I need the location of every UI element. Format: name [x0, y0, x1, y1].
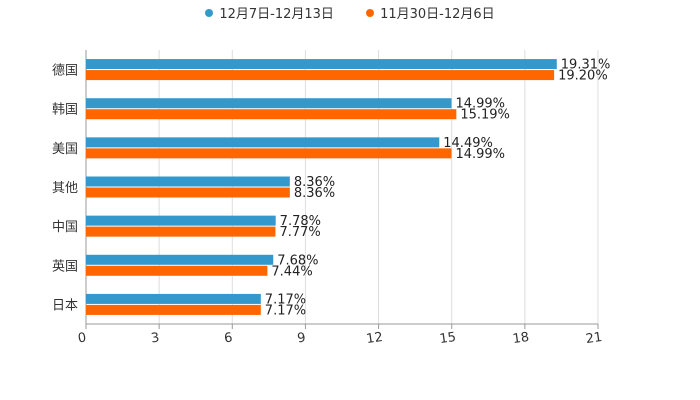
data-label-s1-0: 19.31%	[561, 58, 611, 73]
data-label-s2-3: 8.36%	[294, 186, 335, 201]
data-label-s1-4: 7.78%	[280, 214, 321, 229]
x-tick-label-9: 9	[296, 330, 306, 346]
data-label-s1-1: 14.99%	[455, 97, 505, 112]
bar-s2-4	[86, 226, 276, 237]
bar-s1-0	[86, 59, 557, 70]
legend-item-series-2[interactable]: 11月30日-12月6日	[366, 3, 495, 22]
data-label-s2-2: 14.99%	[455, 147, 505, 162]
data-label-s2-6: 7.17%	[265, 303, 306, 318]
data-label-s1-6: 7.17%	[265, 292, 306, 307]
legend-item-series-1[interactable]: 12月7日-12月13日	[205, 3, 334, 22]
category-label-6: 日本	[52, 298, 78, 313]
x-tick-label-15: 15	[439, 330, 457, 347]
data-label-s1-3: 8.36%	[294, 175, 335, 190]
bar-s1-2	[86, 137, 440, 148]
bar-s1-4	[86, 215, 276, 226]
bar-s1-6	[86, 293, 261, 304]
bar-s1-1	[86, 98, 452, 109]
data-label-s2-5: 7.44%	[271, 264, 312, 279]
bar-s2-0	[86, 70, 555, 81]
legend-label-series-1: 12月7日-12月13日	[219, 7, 334, 22]
bar-s2-6	[86, 304, 261, 315]
category-label-0: 德国	[52, 64, 78, 79]
data-label-s2-4: 7.77%	[279, 225, 320, 240]
legend-label-series-2: 11月30日-12月6日	[380, 7, 495, 22]
bar-s2-2	[86, 148, 452, 159]
x-tick-label-0: 0	[77, 330, 87, 346]
legend-marker-series-1	[205, 8, 214, 17]
x-tick-label-18: 18	[512, 330, 530, 347]
category-label-3: 其他	[52, 181, 78, 196]
x-tick-label-12: 12	[365, 330, 383, 347]
bar-s1-3	[86, 176, 290, 187]
data-label-s2-0: 19.20%	[558, 69, 608, 84]
legend: 12月7日-12月13日 11月30日-12月6日	[0, 3, 700, 22]
x-tick-label-3: 3	[150, 330, 160, 346]
data-label-s1-2: 14.49%	[443, 136, 493, 151]
x-tick-label-6: 6	[223, 330, 233, 346]
bar-s1-5	[86, 254, 274, 265]
data-label-s1-5: 7.68%	[277, 253, 318, 268]
x-tick-label-21: 21	[585, 330, 603, 347]
bar-s2-1	[86, 109, 457, 120]
category-label-4: 中国	[52, 220, 78, 235]
category-label-2: 美国	[52, 142, 78, 157]
bar-s2-5	[86, 265, 268, 276]
data-label-s2-1: 15.19%	[460, 108, 510, 123]
bar-s2-3	[86, 187, 290, 198]
category-label-5: 英国	[52, 259, 78, 274]
legend-marker-series-2	[366, 8, 375, 17]
category-label-1: 韩国	[52, 103, 78, 118]
